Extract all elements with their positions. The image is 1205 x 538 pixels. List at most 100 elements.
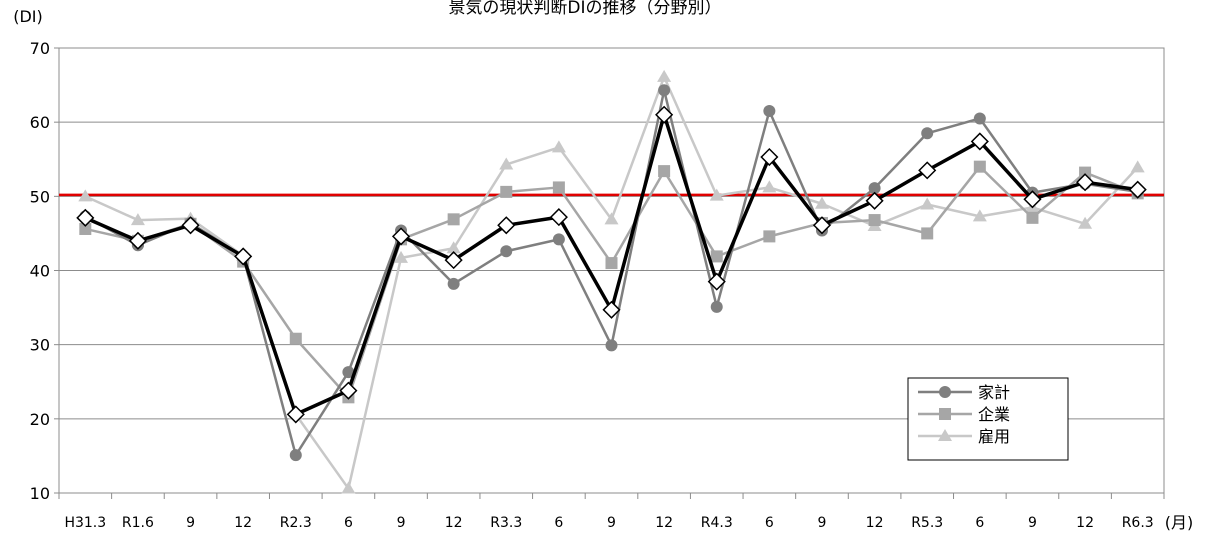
data-point <box>1023 190 1042 209</box>
y-tick-label: 60 <box>30 113 50 132</box>
data-point <box>1076 173 1095 192</box>
x-tick-label: 12 <box>234 515 252 531</box>
x-tick-label: 9 <box>818 515 827 531</box>
data-point <box>234 247 253 266</box>
x-tick-label: R4.3 <box>701 515 733 531</box>
data-point <box>76 208 95 227</box>
data-point <box>973 112 986 125</box>
data-point <box>79 222 92 235</box>
x-tick-label: 6 <box>344 515 353 531</box>
data-point <box>868 182 881 195</box>
data-point <box>970 132 989 151</box>
series-layer <box>76 69 1147 494</box>
x-tick-label: 6 <box>765 515 774 531</box>
legend-item: 雇用 <box>918 427 1010 446</box>
legend-marker <box>939 386 951 398</box>
data-point <box>812 216 832 235</box>
data-point <box>497 216 516 235</box>
data-point <box>286 405 305 424</box>
series-overall <box>76 105 1147 424</box>
y-axis-label: (DI) <box>13 7 43 26</box>
x-tick-label: R5.3 <box>911 515 943 531</box>
x-axis-label: (月) <box>1165 513 1194 532</box>
y-tick-label: 40 <box>30 262 50 281</box>
data-point <box>605 257 618 270</box>
data-point <box>128 231 147 250</box>
data-point <box>921 227 934 240</box>
data-point <box>920 197 935 210</box>
data-point <box>444 251 463 270</box>
x-tick-label: 9 <box>607 515 616 531</box>
data-point <box>762 180 777 193</box>
y-tick-label: 10 <box>30 484 50 503</box>
x-tick-label: 9 <box>397 515 406 531</box>
data-point <box>447 213 460 226</box>
x-tick-label: 9 <box>1028 515 1037 531</box>
x-tick-label: 6 <box>975 515 984 531</box>
data-point <box>604 212 619 225</box>
data-point <box>499 157 514 170</box>
legend-label: 企業 <box>978 405 1010 424</box>
legend-marker <box>939 408 951 420</box>
legend-marker <box>938 429 952 441</box>
data-point <box>865 191 884 210</box>
y-tick-label: 50 <box>30 187 50 206</box>
data-point <box>342 366 355 379</box>
data-point <box>658 84 671 97</box>
legend-item: 企業 <box>918 405 1010 424</box>
data-point <box>551 140 566 153</box>
data-point <box>1026 211 1039 224</box>
data-point <box>289 332 302 345</box>
data-point <box>763 105 776 118</box>
data-point <box>1128 180 1147 199</box>
data-point <box>707 272 726 291</box>
x-axis-ticks: H31.3 R1.6 9 12 R2.3 6 9 12 R3.3 6 9 12 R4.3 6 9 12 R5.3… <box>58 493 1165 531</box>
data-point <box>289 449 302 462</box>
data-point <box>552 181 565 194</box>
x-tick-label: H31.3 <box>64 515 106 531</box>
data-point <box>341 481 356 494</box>
data-point <box>394 250 409 263</box>
x-tick-label: R2.3 <box>280 515 312 531</box>
data-point <box>181 216 200 235</box>
x-tick-label: R1.6 <box>122 515 154 531</box>
data-point <box>130 213 145 226</box>
x-tick-label: R6.3 <box>1122 515 1154 531</box>
y-tick-label: 20 <box>30 410 50 429</box>
data-point <box>78 189 93 202</box>
data-point <box>973 160 986 173</box>
data-point <box>500 185 513 198</box>
data-point <box>972 209 987 222</box>
data-point <box>657 69 672 82</box>
data-point <box>1078 216 1093 229</box>
y-tick-label: 30 <box>30 336 50 355</box>
data-point <box>709 188 724 201</box>
data-point <box>391 227 411 246</box>
x-tick-label: 12 <box>1076 515 1094 531</box>
x-tick-label: 12 <box>866 515 884 531</box>
chart-title: 景気の現状判断DIの推移（分野別） <box>448 0 721 18</box>
data-point <box>710 250 723 263</box>
x-tick-label: R3.3 <box>490 515 522 531</box>
data-point <box>500 245 513 258</box>
y-axis-ticks: 10 20 30 40 50 60 70 <box>30 39 59 503</box>
data-point <box>1079 166 1092 179</box>
x-tick-label: 9 <box>186 515 195 531</box>
x-tick-label: 12 <box>655 515 673 531</box>
data-point <box>814 196 829 209</box>
data-point <box>655 105 674 124</box>
y-tick-label: 70 <box>30 39 50 58</box>
data-point <box>918 161 937 180</box>
data-point <box>710 300 723 313</box>
data-point <box>605 339 618 352</box>
legend-label: 雇用 <box>978 427 1010 446</box>
data-point <box>921 127 934 140</box>
data-point <box>339 381 358 400</box>
data-point <box>447 277 460 290</box>
data-point <box>549 208 568 227</box>
x-tick-label: 12 <box>445 515 463 531</box>
data-point <box>446 241 461 254</box>
legend-item: 家計 <box>918 383 1010 402</box>
